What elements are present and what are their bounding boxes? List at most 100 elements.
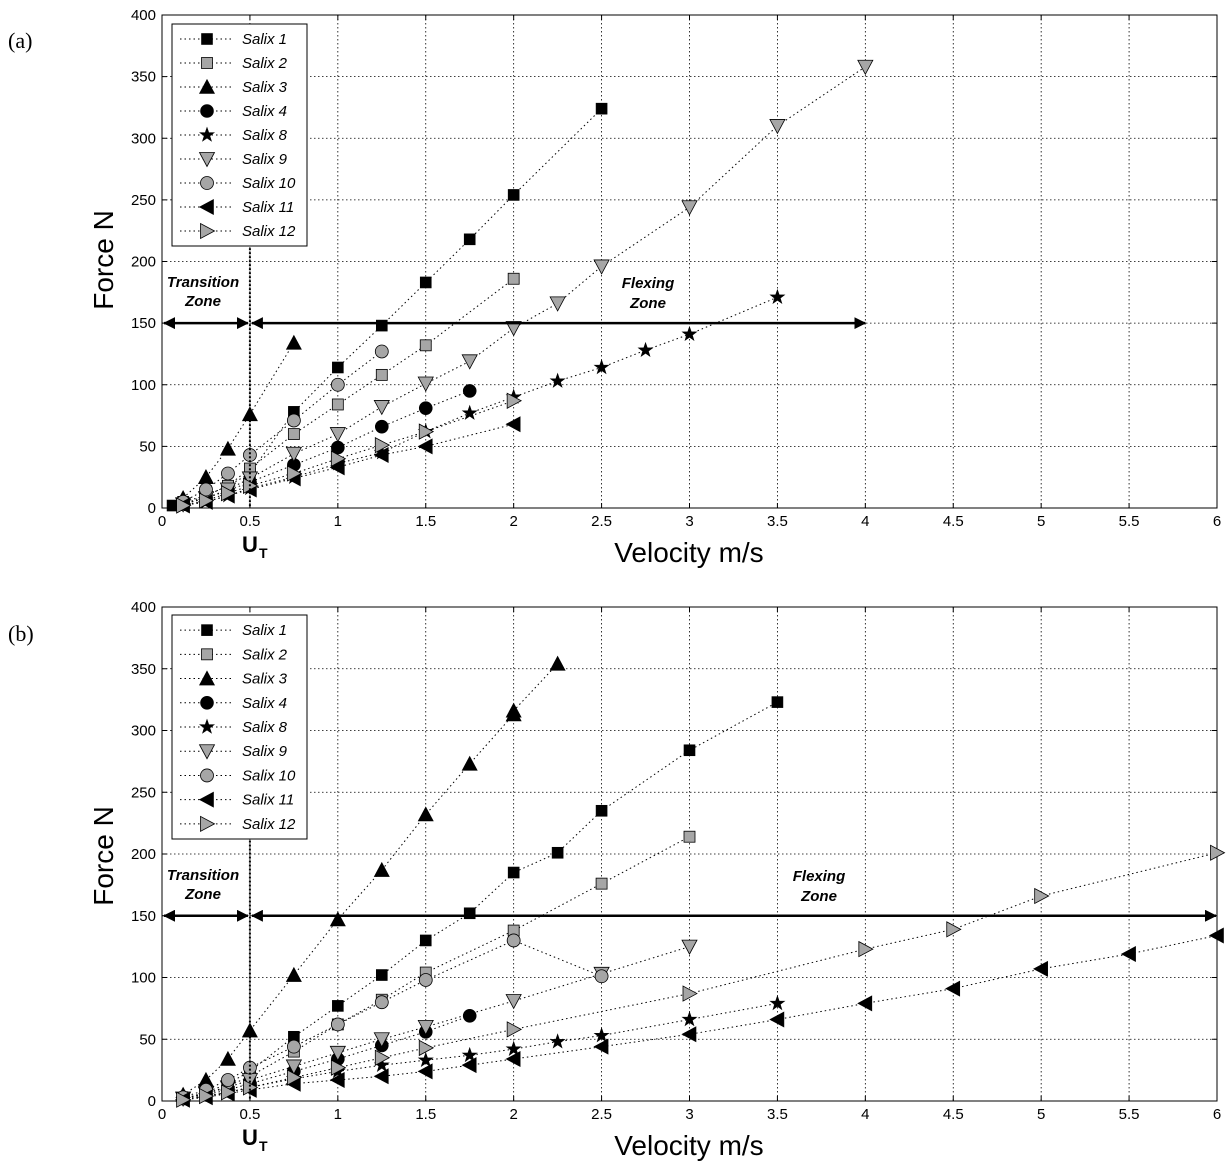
data-point (243, 448, 257, 462)
y-tick-label: 300 (131, 130, 156, 147)
y-tick-label: 50 (139, 438, 156, 455)
x-tick-label: 6 (1213, 513, 1221, 530)
data-point (176, 1091, 192, 1108)
data-point (285, 1059, 303, 1075)
data-point (771, 696, 784, 708)
y-tick-label: 100 (131, 377, 156, 394)
data-point (419, 339, 432, 352)
legend-marker (198, 152, 216, 168)
legend-item: Salix 12 (180, 222, 296, 240)
data-point (549, 1033, 566, 1049)
x-axis-title-a: Velocity m/s (614, 537, 763, 568)
data-point (549, 372, 566, 388)
data-point (373, 861, 390, 877)
data-point (681, 325, 698, 342)
data-point (637, 341, 654, 358)
y-tick-label: 350 (131, 661, 156, 678)
x-axis-title-b: Velocity m/s (614, 1130, 763, 1161)
x-tick-label: 1 (334, 513, 342, 530)
data-point (461, 755, 478, 771)
data-point (769, 1011, 785, 1028)
data-point (286, 465, 303, 482)
series-salix-2 (177, 830, 696, 1105)
data-point (506, 392, 523, 409)
series-line (183, 296, 778, 506)
data-point (462, 1008, 477, 1023)
data-point (330, 377, 345, 392)
data-point (419, 276, 432, 289)
data-point (682, 985, 698, 1002)
data-point (505, 1040, 522, 1056)
x-tick-label: 2 (509, 1106, 517, 1123)
legend: Salix 1 Salix 2 Salix 3 Salix 4 Salix 8 Salix… (171, 614, 308, 840)
data-point (683, 830, 696, 843)
legend-item: Salix 10 (180, 767, 296, 784)
data-point (1034, 887, 1050, 905)
panel-b: (b) Force N Velocity m/s 0 0.5 1 1.5 2 2.5 3 3.… (8, 599, 1226, 1161)
data-point (769, 119, 786, 135)
ut-label: U (242, 1125, 258, 1150)
data-point (507, 189, 520, 201)
data-point (551, 846, 564, 859)
series-line (182, 946, 690, 1099)
data-point (418, 1039, 435, 1057)
legend-label: Salix 10 (242, 767, 296, 784)
data-point (329, 1045, 347, 1062)
data-point (418, 401, 433, 415)
data-point (221, 485, 237, 502)
x-tick-label: 4.5 (943, 1106, 964, 1123)
data-point (417, 438, 433, 455)
data-point (375, 969, 388, 981)
y-tick-label: 150 (131, 908, 156, 925)
data-point (1210, 844, 1226, 861)
legend-label: Salix 3 (242, 671, 288, 688)
data-point (373, 447, 389, 464)
x-tick-label: 1.5 (415, 1106, 436, 1123)
data-point (219, 440, 236, 456)
data-point (285, 334, 302, 350)
x-tick-label: 1.5 (415, 513, 436, 530)
legend-marker (200, 176, 214, 190)
x-tick-label: 5.5 (1119, 513, 1140, 530)
data-point (593, 259, 610, 275)
data-point (243, 1079, 259, 1096)
data-point (373, 400, 390, 416)
y-tick-label: 200 (131, 846, 156, 863)
legend-marker (198, 198, 214, 216)
data-point (330, 1059, 347, 1076)
legend-item: Salix 3 (180, 78, 288, 96)
data-point (681, 1026, 697, 1043)
data-point (507, 272, 520, 285)
data-point (595, 877, 608, 890)
legend-item: Salix 11 (180, 198, 294, 216)
legend-label: Salix 11 (242, 792, 294, 809)
data-point (374, 344, 389, 359)
data-point (462, 384, 477, 398)
y-axis-title-a: Force N (88, 210, 119, 310)
series-salix-10 (176, 344, 389, 509)
legend-label: Salix 2 (242, 646, 288, 663)
data-point (375, 368, 388, 381)
y-tick-label: 250 (131, 192, 156, 209)
data-point (505, 994, 522, 1010)
data-point (681, 939, 698, 955)
legend-item: Salix 12 (180, 815, 296, 833)
data-point (857, 995, 873, 1012)
series-salix-12 (176, 392, 523, 514)
legend-item: Salix 2 (180, 646, 288, 663)
legend-label: Salix 1 (242, 622, 287, 639)
data-point (332, 361, 344, 374)
legend-label: Salix 1 (242, 31, 287, 48)
x-tick-label: 3.5 (767, 513, 788, 530)
data-point (769, 995, 786, 1011)
data-point (199, 1087, 215, 1105)
legend-item: Salix 8 (180, 718, 288, 736)
data-point (593, 1038, 609, 1055)
transition-zone-label: Transition (167, 274, 239, 291)
data-point (331, 398, 344, 411)
legend-label: Salix 8 (242, 719, 288, 736)
data-point (221, 1084, 237, 1101)
y-tick-label: 0 (148, 1093, 156, 1110)
x-tick-label: 3 (685, 1106, 693, 1123)
legend-item: Salix 10 (180, 175, 296, 192)
